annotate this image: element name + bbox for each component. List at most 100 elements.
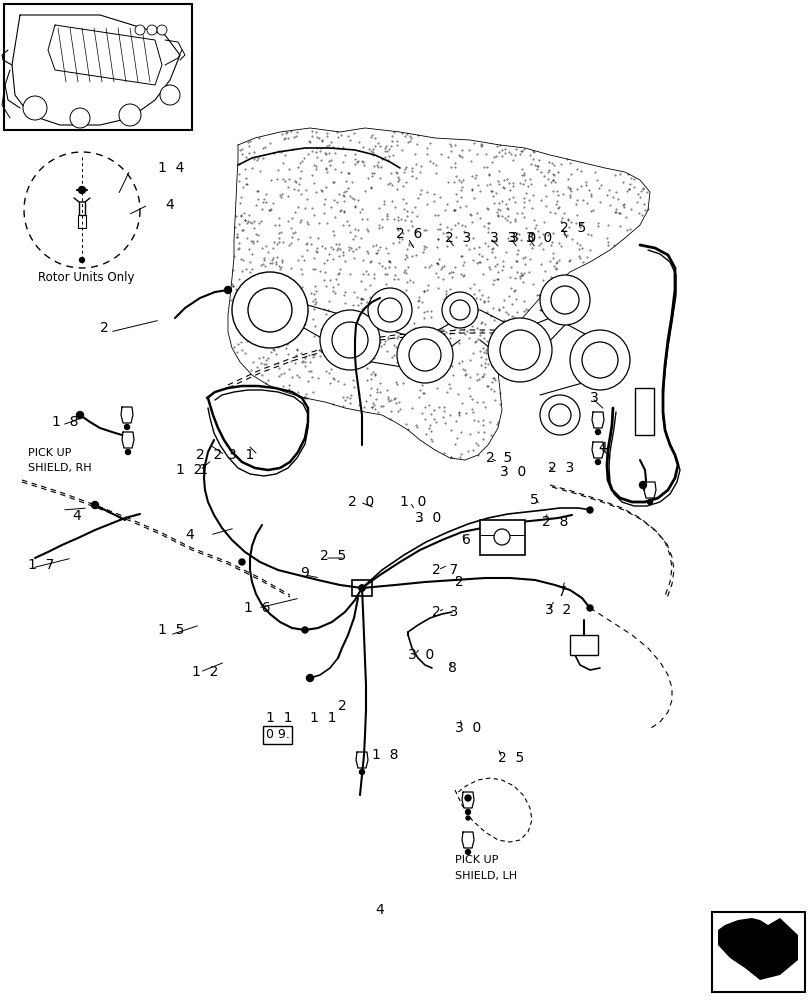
Bar bbox=[4, 4, 191, 130]
Text: 1  1: 1 1 bbox=[310, 711, 336, 725]
Text: 7: 7 bbox=[557, 585, 566, 599]
Bar bbox=[634, 388, 653, 435]
Text: SHIELD, RH: SHIELD, RH bbox=[28, 463, 92, 473]
Circle shape bbox=[76, 412, 84, 418]
Circle shape bbox=[539, 275, 590, 325]
Circle shape bbox=[594, 430, 600, 434]
Text: PICK UP: PICK UP bbox=[454, 855, 498, 865]
Text: 1  5: 1 5 bbox=[158, 623, 184, 637]
Text: 4: 4 bbox=[375, 903, 384, 917]
Circle shape bbox=[157, 25, 167, 35]
Text: 2: 2 bbox=[454, 575, 463, 589]
Text: PICK UP: PICK UP bbox=[28, 448, 71, 458]
Text: 2  7: 2 7 bbox=[431, 563, 457, 577]
Circle shape bbox=[160, 85, 180, 105]
Text: 5: 5 bbox=[530, 493, 538, 507]
Bar bbox=[351, 580, 371, 596]
Text: 2: 2 bbox=[100, 321, 109, 335]
Text: 2  5: 2 5 bbox=[320, 549, 345, 563]
Text: 3  1: 3 1 bbox=[228, 448, 254, 462]
Circle shape bbox=[126, 450, 131, 454]
Circle shape bbox=[551, 286, 578, 314]
Circle shape bbox=[247, 288, 292, 332]
Bar bbox=[479, 520, 525, 555]
Circle shape bbox=[147, 25, 157, 35]
Text: Rotor Units Only: Rotor Units Only bbox=[38, 271, 135, 284]
Circle shape bbox=[119, 104, 141, 126]
Polygon shape bbox=[717, 918, 797, 980]
Circle shape bbox=[493, 529, 509, 545]
Text: 1: 1 bbox=[198, 463, 207, 477]
Text: 1  6: 1 6 bbox=[243, 601, 270, 615]
Text: 2  0: 2 0 bbox=[348, 495, 374, 509]
Text: 2  2: 2 2 bbox=[195, 448, 222, 462]
Text: 2: 2 bbox=[337, 699, 346, 713]
Circle shape bbox=[367, 288, 411, 332]
Circle shape bbox=[92, 502, 98, 508]
Circle shape bbox=[232, 272, 307, 348]
Text: 8: 8 bbox=[448, 661, 457, 675]
Circle shape bbox=[135, 25, 145, 35]
Text: 3  0: 3 0 bbox=[526, 231, 551, 245]
Text: 2  3: 2 3 bbox=[431, 605, 457, 619]
Bar bbox=[569, 635, 597, 655]
Circle shape bbox=[500, 330, 539, 370]
Circle shape bbox=[79, 257, 84, 262]
Text: 3  3: 3 3 bbox=[489, 231, 516, 245]
Circle shape bbox=[639, 482, 646, 488]
Circle shape bbox=[449, 300, 470, 320]
Text: 1  2: 1 2 bbox=[176, 463, 202, 477]
Circle shape bbox=[378, 298, 401, 322]
Text: 1  8: 1 8 bbox=[52, 415, 79, 429]
Circle shape bbox=[581, 342, 617, 378]
Text: 2  8: 2 8 bbox=[541, 515, 568, 529]
Circle shape bbox=[23, 96, 47, 120]
Circle shape bbox=[569, 330, 629, 390]
Text: 3: 3 bbox=[590, 391, 598, 405]
Text: 1  4: 1 4 bbox=[158, 161, 184, 175]
Circle shape bbox=[465, 795, 470, 801]
Text: 6: 6 bbox=[461, 533, 470, 547]
Text: SHIELD, LH: SHIELD, LH bbox=[454, 871, 517, 881]
Circle shape bbox=[465, 849, 470, 854]
Circle shape bbox=[466, 816, 470, 820]
Text: 4: 4 bbox=[597, 441, 606, 455]
Text: 3  0: 3 0 bbox=[454, 721, 481, 735]
Text: 2  3: 2 3 bbox=[547, 461, 573, 475]
Circle shape bbox=[644, 410, 650, 416]
Text: 3  2: 3 2 bbox=[544, 603, 571, 617]
Circle shape bbox=[487, 318, 551, 382]
Circle shape bbox=[358, 585, 365, 591]
Circle shape bbox=[586, 605, 592, 611]
Circle shape bbox=[358, 585, 365, 591]
Text: 2  5: 2 5 bbox=[486, 451, 512, 465]
Circle shape bbox=[397, 327, 453, 383]
Text: 1  2: 1 2 bbox=[191, 665, 218, 679]
Circle shape bbox=[359, 770, 364, 774]
Text: 4: 4 bbox=[185, 528, 194, 542]
Text: 2  3: 2 3 bbox=[444, 231, 470, 245]
Circle shape bbox=[224, 286, 231, 294]
Text: 1  1: 1 1 bbox=[266, 711, 292, 725]
Circle shape bbox=[238, 559, 245, 565]
Circle shape bbox=[539, 395, 579, 435]
Circle shape bbox=[586, 507, 592, 513]
Text: 3  0: 3 0 bbox=[509, 231, 535, 245]
Text: 3  0: 3 0 bbox=[500, 465, 526, 479]
Circle shape bbox=[548, 404, 570, 426]
Text: 3  0: 3 0 bbox=[407, 648, 434, 662]
Circle shape bbox=[320, 310, 380, 370]
Text: 1  0: 1 0 bbox=[400, 495, 426, 509]
Circle shape bbox=[124, 424, 129, 430]
Circle shape bbox=[79, 187, 85, 194]
Circle shape bbox=[594, 460, 600, 464]
Text: 3  0: 3 0 bbox=[414, 511, 440, 525]
Circle shape bbox=[332, 322, 367, 358]
Text: 4: 4 bbox=[165, 198, 174, 212]
Text: 0 9.: 0 9. bbox=[266, 728, 290, 741]
Circle shape bbox=[646, 499, 652, 504]
Circle shape bbox=[409, 339, 440, 371]
Circle shape bbox=[302, 627, 307, 633]
Text: 1  7: 1 7 bbox=[28, 558, 54, 572]
Text: 4: 4 bbox=[72, 509, 80, 523]
